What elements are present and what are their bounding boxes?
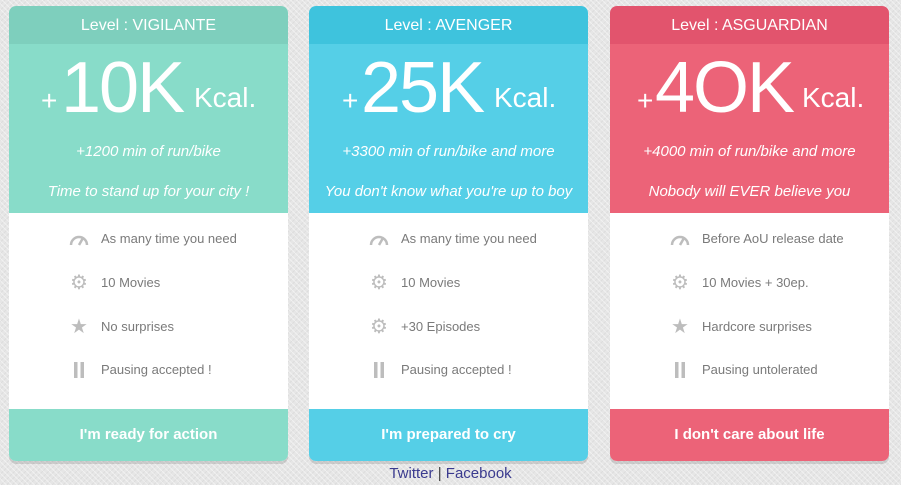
speedometer-icon [670,229,690,249]
facebook-link[interactable]: Facebook [445,465,512,482]
plan-price: + 4OK Kcal. [610,44,889,128]
feature-text: Before AoU release date [702,231,844,246]
plan-tagline: Nobody will EVER believe you [648,183,851,200]
plan-price: + 25K Kcal. [309,44,588,128]
feature-text: +30 Episodes [401,319,481,334]
speedometer-icon [69,229,89,249]
feature-text: Pausing accepted ! [101,362,212,377]
plan-card-vigilante: Level : VIGILANTE + 10K Kcal. +1200 min … [9,6,288,461]
star-icon: ★ [671,316,689,338]
pause-icon [69,360,89,380]
plan-features: Before AoU release date ⚙ 10 Movies + 30… [610,213,889,409]
pause-icon [670,360,690,380]
price-unit: Kcal. [194,82,257,113]
price-amount: 10K [61,48,185,128]
feature-text: No surprises [101,319,174,334]
pause-icon [369,360,389,380]
speedometer-icon [369,229,389,249]
star-icon: ★ [70,316,88,338]
plan-level-header: Level : VIGILANTE [9,6,288,44]
feature-text: As many time you need [101,231,237,246]
feature-item: As many time you need [369,227,537,251]
price-plus: + [637,85,654,116]
feature-item: Pausing accepted ! [69,358,212,382]
plan-level-header: Level : AVENGER [309,6,588,44]
feature-item: As many time you need [69,227,237,251]
feature-item: ★ No surprises [69,315,174,339]
price-amount: 4OK [655,48,795,128]
feature-item: ⚙ 10 Movies [69,271,160,295]
price-plus: + [342,85,359,116]
plan-tagline: Time to stand up for your city ! [47,183,250,200]
price-unit: Kcal. [802,82,865,113]
plan-tagline: You don't know what you're up to boy [324,183,573,200]
feature-item: Pausing accepted ! [369,358,512,382]
gear-icon: ⚙ [370,316,388,338]
feature-text: As many time you need [401,231,537,246]
cta-button-avenger[interactable]: I'm prepared to cry [309,409,588,461]
gear-icon: ⚙ [370,272,388,294]
footer-separator: | [437,465,442,482]
cta-button-vigilante[interactable]: I'm ready for action [9,409,288,461]
feature-text: 10 Movies [401,275,461,290]
plan-price: + 10K Kcal. [9,44,288,128]
gear-icon: ⚙ [70,272,88,294]
plan-features: As many time you need ⚙ 10 Movies ★ No s… [9,213,288,409]
price-unit: Kcal. [494,82,557,113]
price-plus: + [41,85,58,116]
plan-card-asguardian: Level : ASGUARDIAN + 4OK Kcal. +4000 min… [610,6,889,461]
plan-price-panel: + 10K Kcal. +1200 min of run/bike Time t… [9,44,288,213]
feature-text: Pausing untolerated [702,362,818,377]
feature-item: Pausing untolerated [670,358,818,382]
plan-card-avenger: Level : AVENGER + 25K Kcal. +3300 min of… [309,6,588,461]
plan-minutes: +3300 min of run/bike and more [342,143,555,160]
footer-links: Twitter | Facebook [0,465,901,482]
plan-features: As many time you need ⚙ 10 Movies ⚙ +30 … [309,213,588,409]
feature-text: 10 Movies + 30ep. [702,275,809,290]
gear-icon: ⚙ [671,272,689,294]
cta-button-asguardian[interactable]: I don't care about life [610,409,889,461]
feature-item: ★ Hardcore surprises [670,315,812,339]
twitter-link[interactable]: Twitter [389,465,434,482]
feature-item: Before AoU release date [670,227,844,251]
plan-price-panel: + 4OK Kcal. +4000 min of run/bike and mo… [610,44,889,213]
feature-text: 10 Movies [101,275,161,290]
feature-text: Hardcore surprises [702,319,812,334]
feature-item: ⚙ +30 Episodes [369,315,480,339]
plan-minutes: +4000 min of run/bike and more [643,143,856,160]
feature-text: Pausing accepted ! [401,362,512,377]
plan-minutes: +1200 min of run/bike [76,143,221,160]
feature-item: ⚙ 10 Movies + 30ep. [670,271,809,295]
feature-item: ⚙ 10 Movies [369,271,460,295]
price-amount: 25K [361,48,485,128]
plan-price-panel: + 25K Kcal. +3300 min of run/bike and mo… [309,44,588,213]
plan-level-header: Level : ASGUARDIAN [610,6,889,44]
